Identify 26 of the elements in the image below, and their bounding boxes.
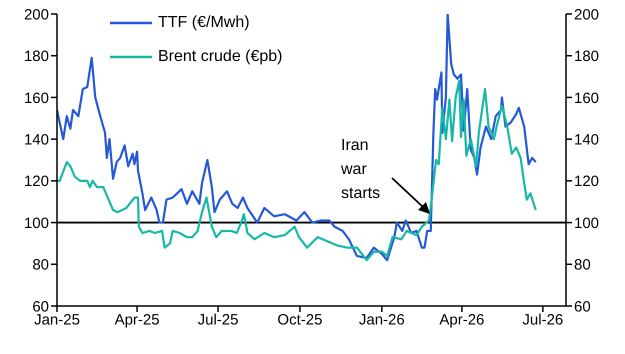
y2-tick-label: 160 [574,90,600,107]
x-tick-label: Jul-26 [522,312,564,329]
y2-tick-label: 140 [574,131,600,148]
annotation: Iran war starts [340,137,380,202]
y2-tick-label: 60 [574,298,591,316]
x-tick-label: Apr-26 [439,312,484,329]
y2-tick-label: 80 [574,256,591,274]
y-tick-label: 180 [24,48,49,66]
y-tick-label: 100 [24,214,49,232]
legend-label: Brent crude (€pb) [158,48,283,66]
y2-tick-label: 180 [574,48,600,66]
y-tick-label: 160 [24,90,49,107]
x-tick-label: Oct-25 [277,312,322,329]
y2-tick-label: 200 [574,6,600,24]
y-tick-label: 200 [24,6,49,24]
x-tick-label: Jan-26 [358,312,405,329]
line-series [57,14,537,262]
x-tick-label: Jul-25 [198,312,238,329]
y-tick-label: 140 [24,131,49,148]
y-tick-label: 80 [32,256,49,274]
x-tick-label: Apr-25 [114,312,160,329]
y2-tick-label: 100 [574,214,600,232]
line-series [57,80,537,262]
legend-label: TTF (€/Mwh) [158,14,250,32]
y-tick-label: 120 [24,173,49,190]
y2-tick-label: 120 [574,173,600,190]
